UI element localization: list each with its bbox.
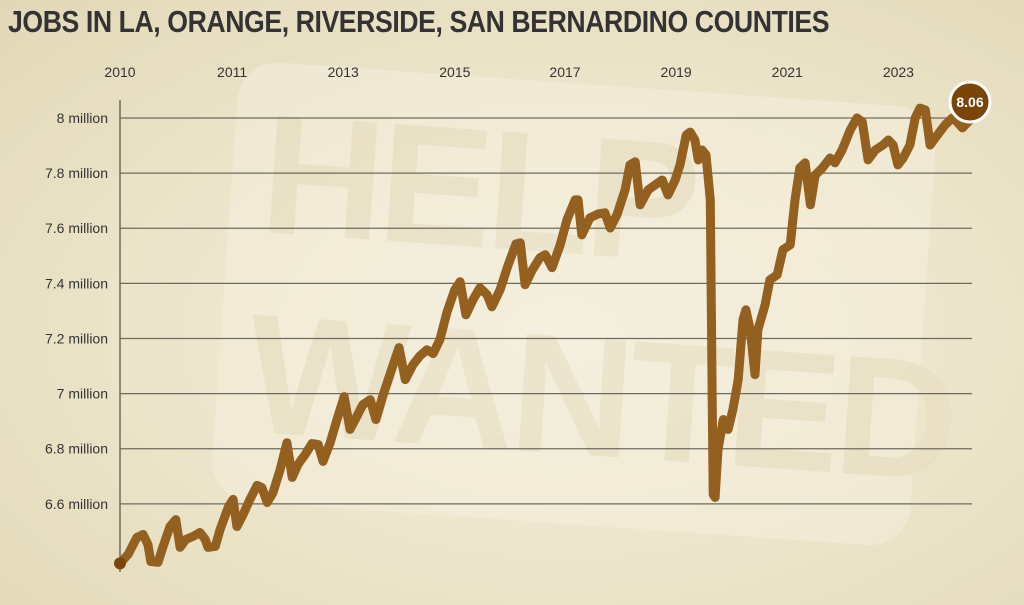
y-tick-label: 7.2 million: [45, 330, 108, 346]
x-tick-label: 2017: [549, 64, 580, 80]
end-value-marker: 8.06: [948, 80, 992, 124]
start-point-marker: [114, 557, 126, 570]
x-tick-label: 2015: [439, 64, 470, 80]
chart-title: JOBS IN LA, ORANGE, RIVERSIDE, SAN BERNA…: [8, 4, 830, 39]
x-tick-label: 2023: [883, 64, 914, 80]
y-tick-label: 7.4 million: [45, 275, 108, 291]
end-value-circle: [948, 80, 992, 124]
end-value-label: 8.06: [956, 94, 983, 110]
x-tick-label: 2021: [772, 64, 803, 80]
y-tick-label: 6.8 million: [45, 441, 108, 457]
y-tick-label: 8 million: [57, 110, 108, 126]
y-tick-label: 7 million: [57, 386, 108, 402]
y-tick-label: 7.6 million: [45, 220, 108, 236]
x-tick-label: 2011: [217, 64, 247, 80]
series-line-jobs: [115, 103, 977, 568]
y-tick-label: 6.6 million: [45, 496, 108, 512]
x-tick-label: 2019: [661, 64, 692, 80]
x-tick-label: 2010: [104, 64, 135, 80]
y-tick-label: 7.8 million: [45, 165, 108, 181]
x-tick-label: 2013: [328, 64, 359, 80]
